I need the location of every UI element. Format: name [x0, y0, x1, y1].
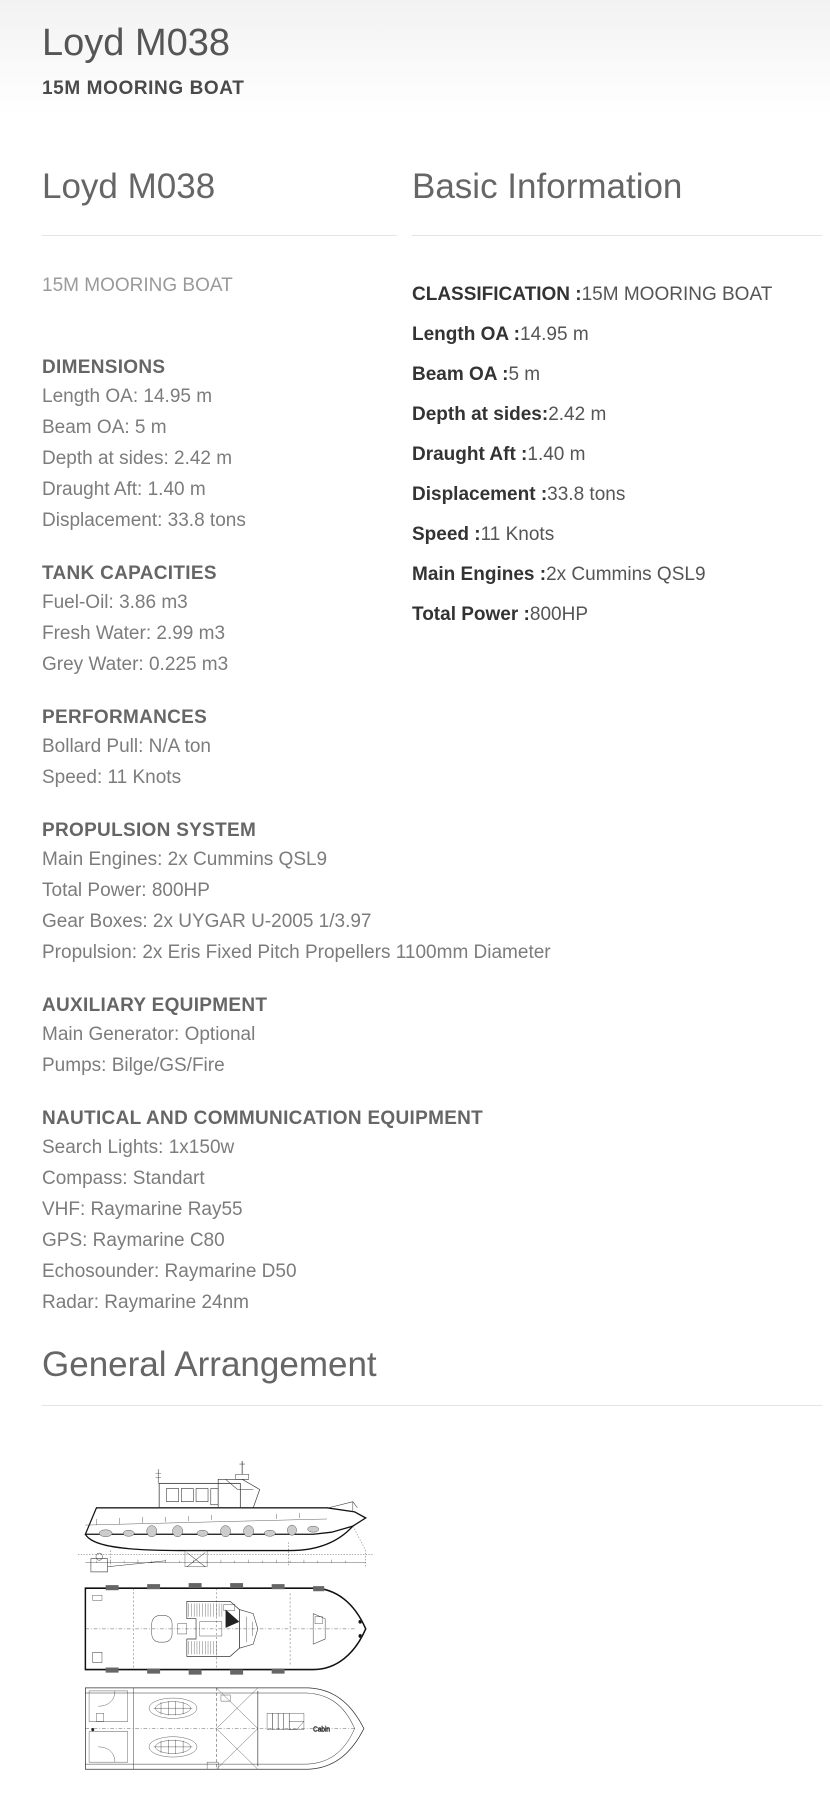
svg-text:Cabin: Cabin — [313, 1726, 330, 1733]
